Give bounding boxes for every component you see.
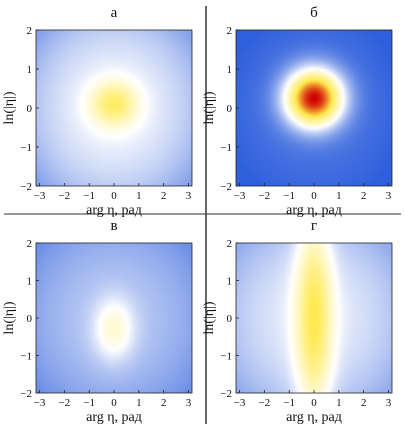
y-tick-label: −1 xyxy=(20,142,32,154)
x-tick-label: −2 xyxy=(258,397,270,409)
x-tick-label: −3 xyxy=(34,190,46,202)
x-tick-label: 2 xyxy=(361,190,367,202)
x-tick-label: 0 xyxy=(111,190,117,202)
x-tick-label: 0 xyxy=(311,190,317,202)
y-tick-label: 2 xyxy=(227,25,233,37)
y-tick-label: 1 xyxy=(227,276,233,288)
heatmap-image xyxy=(236,243,392,393)
x-tick-label: −3 xyxy=(234,190,246,202)
x-tick-label: 1 xyxy=(336,190,342,202)
heatmap-image xyxy=(36,30,192,186)
heatmap-image xyxy=(236,30,392,186)
y-tick-label: 2 xyxy=(27,238,33,250)
x-tick-label: 1 xyxy=(336,397,342,409)
y-tick-label: 2 xyxy=(227,238,233,250)
y-axis-label: ln(|η|) xyxy=(2,301,17,334)
y-tick-label: −2 xyxy=(220,181,232,193)
y-axis-label: ln(|η|) xyxy=(202,91,217,124)
x-tick-label: −1 xyxy=(283,397,295,409)
panel-title: г xyxy=(311,218,317,234)
x-tick-label: 2 xyxy=(161,190,167,202)
panel-title: а xyxy=(111,5,118,21)
y-tick-label: −1 xyxy=(20,351,32,363)
x-tick-label: 1 xyxy=(136,397,142,409)
y-tick-label: 0 xyxy=(27,313,33,325)
x-tick-label: −3 xyxy=(234,397,246,409)
y-tick-label: 1 xyxy=(227,64,233,76)
x-tick-label: −1 xyxy=(283,190,295,202)
x-tick-label: 0 xyxy=(111,397,117,409)
x-tick-label: −3 xyxy=(34,397,46,409)
x-tick-label: 1 xyxy=(136,190,142,202)
y-axis-label: ln(|η|) xyxy=(2,91,17,124)
x-tick-label: 3 xyxy=(186,190,192,202)
x-tick-label: 3 xyxy=(386,190,392,202)
x-tick-label: −2 xyxy=(58,397,70,409)
x-axis-label: arg η, рад xyxy=(286,203,342,218)
y-tick-label: −1 xyxy=(220,142,232,154)
x-axis-label: arg η, рад xyxy=(86,203,142,218)
x-tick-label: 2 xyxy=(361,397,367,409)
x-tick-label: −1 xyxy=(83,397,95,409)
x-axis-label: arg η, рад xyxy=(86,410,142,425)
y-tick-label: 1 xyxy=(27,276,33,288)
panel-title: б xyxy=(310,5,318,21)
heatmap-image xyxy=(36,243,192,393)
y-tick-label: −2 xyxy=(20,388,32,400)
x-tick-label: −2 xyxy=(258,190,270,202)
x-tick-label: 3 xyxy=(386,397,392,409)
y-tick-label: 1 xyxy=(27,64,33,76)
y-tick-label: 0 xyxy=(227,313,233,325)
y-tick-label: 0 xyxy=(27,103,33,115)
y-tick-label: −2 xyxy=(220,388,232,400)
panel-title: в xyxy=(110,218,117,234)
y-tick-label: −2 xyxy=(20,181,32,193)
x-tick-label: 3 xyxy=(186,397,192,409)
x-tick-label: 0 xyxy=(311,397,317,409)
x-tick-label: −2 xyxy=(58,190,70,202)
y-axis-label: ln(|η|) xyxy=(202,301,217,334)
y-tick-label: 0 xyxy=(227,103,233,115)
y-tick-label: 2 xyxy=(27,25,33,37)
x-axis-label: arg η, рад xyxy=(286,410,342,425)
x-tick-label: 2 xyxy=(161,397,167,409)
x-tick-label: −1 xyxy=(83,190,95,202)
y-tick-label: −1 xyxy=(220,351,232,363)
